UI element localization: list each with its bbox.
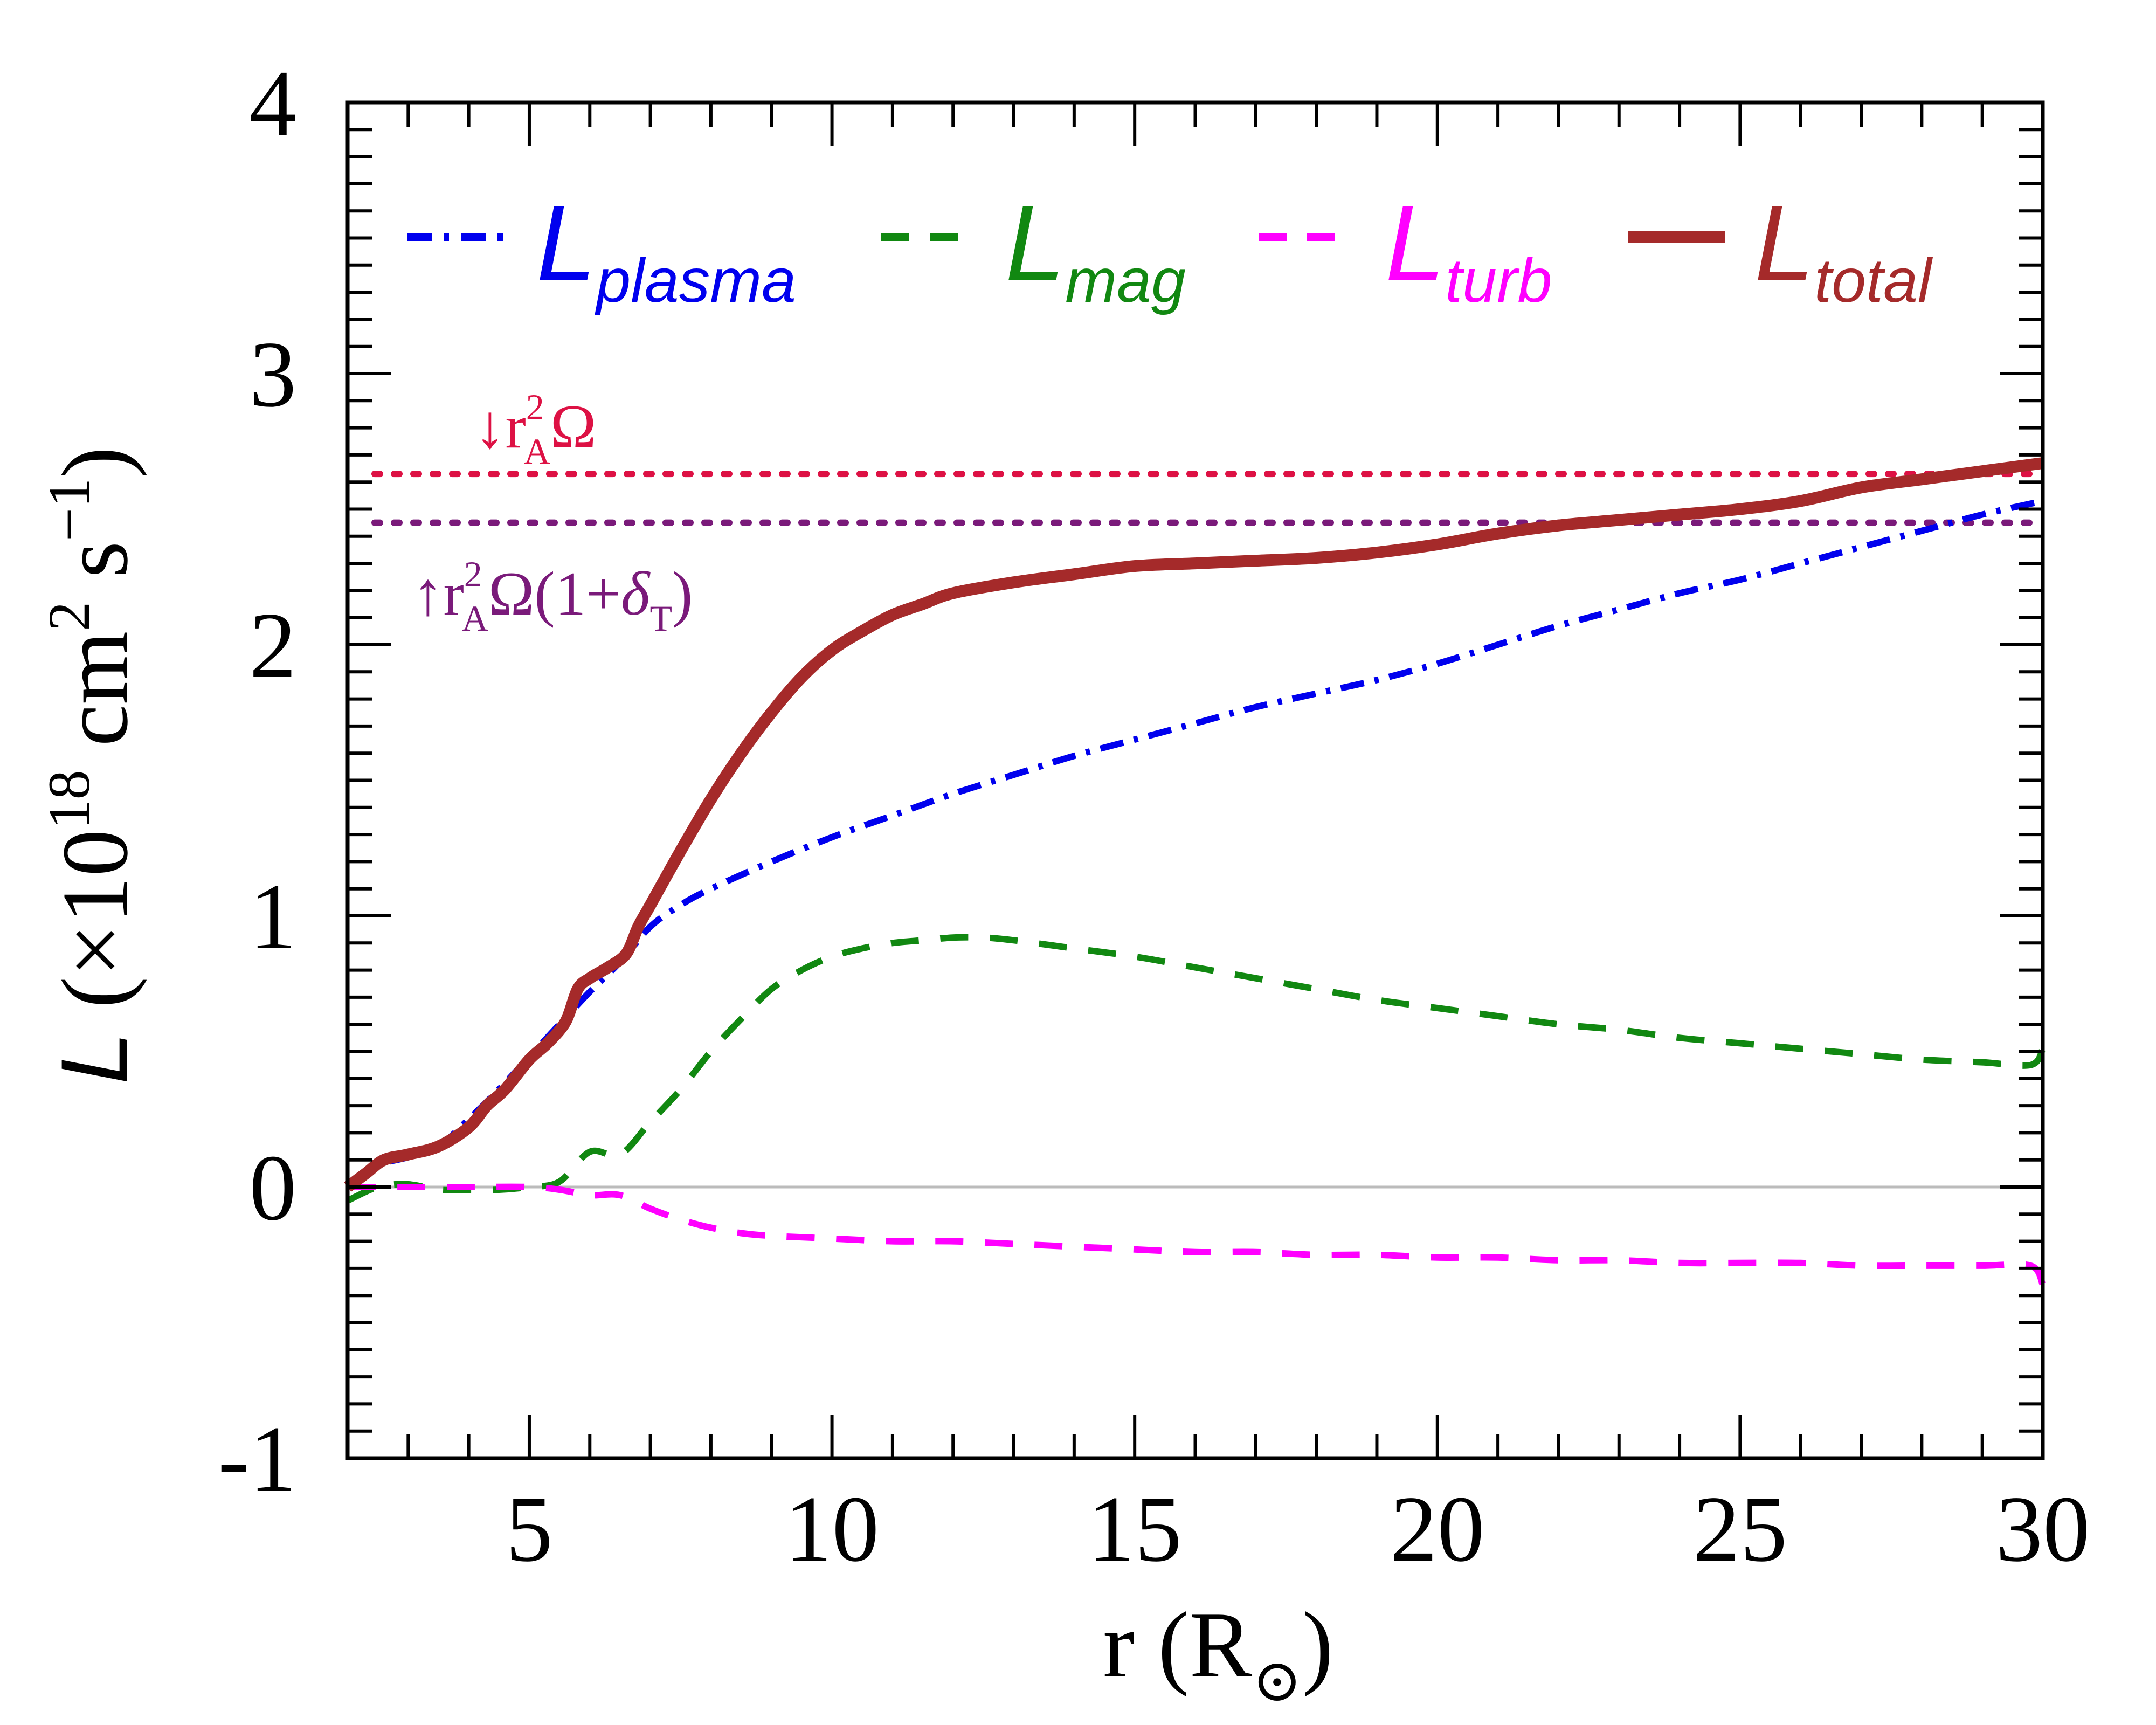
x-axis-label-sub: ⊙	[1252, 1648, 1302, 1714]
ref-label-r2omega-delta: ↑r2 AΩ(1+δT)	[412, 554, 693, 639]
ref-label-r2omega-sup: 2	[526, 387, 544, 427]
y-tick-label: 3	[250, 322, 297, 426]
x-tick-label: 30	[1996, 1476, 2090, 1581]
y-axis-label-pre: (×10	[43, 829, 147, 1032]
ref-label-r2omega-r: r	[506, 392, 526, 461]
y-axis-label-mid2: s	[43, 541, 147, 602]
ref-label-delta-r: r	[444, 560, 464, 628]
ref-label-delta-sub: A	[462, 598, 488, 639]
x-axis-label-close: )	[1302, 1592, 1333, 1697]
x-tick-label: 5	[506, 1476, 553, 1581]
ref-label-delta-rest: Ω(1+	[488, 560, 621, 628]
legend-label-plasma-main: L	[536, 183, 596, 303]
legend-label-mag-main: L	[1005, 183, 1065, 303]
ref-label-r2omega: ↓r2 AΩ	[474, 387, 596, 472]
legend: Lplasma Lmag Lturb Ltotal	[407, 183, 1933, 315]
ref-label-r2omega-rest: Ω	[550, 392, 596, 461]
legend-label-mag-sub: mag	[1065, 246, 1186, 315]
legend-label-mag: Lmag	[1005, 183, 1186, 315]
x-axis-label-main: r (R	[1103, 1592, 1252, 1697]
y-tick-label: 2	[250, 593, 297, 698]
ref-label-delta-symbol-sub: T	[650, 598, 673, 639]
y-axis-label-mid: cm	[43, 631, 147, 770]
plot-frame	[345, 100, 2045, 1460]
x-tick-label: 15	[1088, 1476, 1182, 1581]
series-lines	[344, 457, 2046, 1287]
tick-labels: 5 10 15 20 25 30 -1 0 1 2 3 4	[218, 51, 2090, 1581]
ref-label-r2omega-sub: A	[524, 431, 550, 472]
y-tick-label: -1	[218, 1406, 296, 1511]
y-tick-label: 0	[250, 1135, 297, 1240]
y-axis-label-close: )	[43, 447, 147, 478]
series-line-plasma	[345, 498, 2044, 1190]
x-tick-label: 20	[1390, 1476, 1484, 1581]
y-axis-label-italic: L	[42, 1032, 147, 1084]
ref-label-delta-sup: 2	[464, 554, 482, 595]
legend-label-plasma-sub: plasma	[595, 246, 796, 315]
y-axis-label-exp1: 18	[36, 770, 102, 829]
legend-label-turb-sub: turb	[1445, 246, 1552, 315]
ref-label-r2omega-arrow: ↓	[474, 392, 506, 461]
x-axis-label: r (R⊙)	[1103, 1592, 1333, 1714]
ref-label-delta-close: )	[672, 560, 693, 628]
y-tick-label: 4	[250, 51, 297, 155]
ref-label-delta-symbol: δ	[621, 560, 651, 628]
legend-label-turb: Lturb	[1385, 183, 1552, 315]
y-axis-label: L (×1018 cm2 s−1)	[36, 447, 147, 1085]
legend-label-plasma: Lplasma	[536, 183, 796, 315]
x-tick-label: 10	[785, 1476, 879, 1581]
legend-label-turb-main: L	[1385, 183, 1445, 303]
axis-ticks	[346, 101, 2044, 1460]
reference-lines	[371, 471, 2035, 526]
legend-label-total-sub: total	[1814, 246, 1933, 315]
series-line-total	[344, 457, 2044, 1192]
legend-label-total-main: L	[1754, 183, 1814, 303]
ref-label-delta-arrow: ↑	[412, 560, 444, 628]
legend-label-total: Ltotal	[1754, 183, 1933, 315]
y-tick-label: 1	[250, 864, 297, 969]
series-line-turb	[348, 1183, 2046, 1287]
series-line-mag	[346, 934, 2046, 1204]
y-axis-label-exp3: −1	[36, 478, 102, 541]
x-tick-label: 25	[1693, 1476, 1787, 1581]
y-axis-label-exp2: 2	[36, 602, 102, 631]
